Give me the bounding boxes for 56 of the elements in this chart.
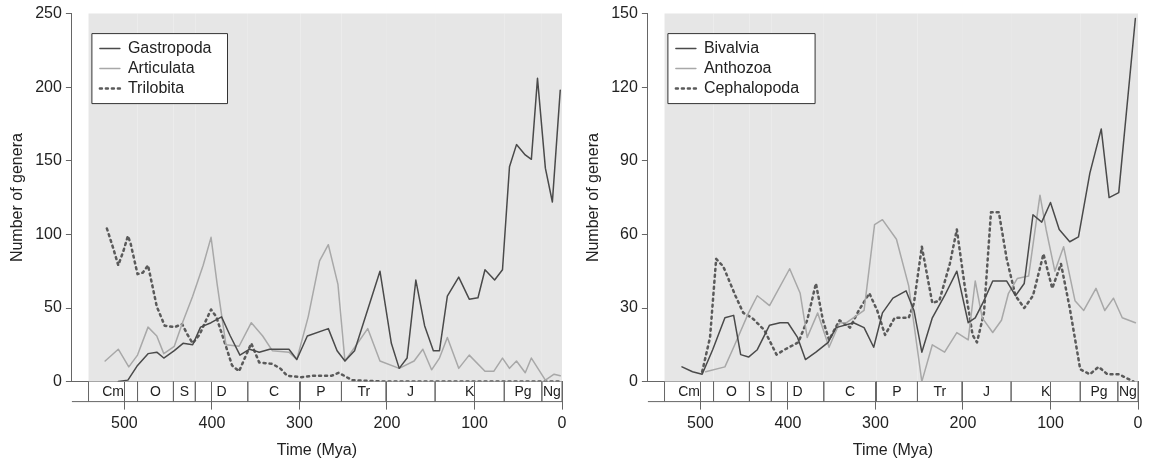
band-label: Ng [542, 383, 561, 400]
band-label: C [269, 383, 280, 400]
x-tick-label: 0 [1133, 413, 1143, 431]
legend-label: Trilobita [127, 79, 185, 97]
y-axis-title: Number of genera [584, 133, 602, 263]
band-label: K [465, 383, 475, 400]
band-label: Pg [514, 383, 532, 400]
band-label: K [1041, 383, 1051, 400]
band-label: Cm [678, 383, 700, 400]
y-tick-label: 250 [35, 4, 62, 22]
band-label: Ng [1118, 383, 1137, 400]
band-label: P [316, 383, 326, 400]
x-tick-label: 400 [198, 413, 226, 431]
y-axis-title: Number of genera [8, 133, 26, 263]
legend-label: Anthozoa [703, 59, 772, 77]
band-label: O [726, 383, 738, 400]
x-tick-label: 300 [862, 413, 889, 431]
y-tick-label: 100 [35, 224, 62, 242]
band-label: Cm [102, 383, 124, 400]
band-label: D [216, 383, 227, 400]
band-label: D [792, 383, 803, 400]
y-tick-label: 150 [35, 151, 62, 169]
y-tick-label: 90 [620, 151, 638, 169]
band-label: C [845, 383, 856, 400]
legend-label: Cephalopoda [703, 79, 800, 97]
band-label: P [892, 383, 902, 400]
x-tick-label: 200 [373, 413, 401, 431]
band-label: J [983, 383, 991, 400]
x-tick-label: 100 [1037, 413, 1064, 431]
band-label: S [179, 383, 190, 400]
x-tick-label: 0 [557, 413, 567, 431]
y-tick-label: 120 [611, 77, 638, 95]
x-tick-label: 500 [111, 413, 138, 431]
band-label: J [407, 383, 415, 400]
band-label: O [150, 383, 162, 400]
y-tick-label: 60 [620, 224, 638, 242]
x-tick-label: 300 [286, 413, 313, 431]
band-label: Pg [1090, 383, 1108, 400]
y-tick-label: 0 [628, 372, 638, 390]
y-tick-label: 200 [35, 77, 62, 95]
y-tick-label: 30 [620, 298, 638, 316]
band-label: Tr [933, 383, 947, 400]
x-tick-label: 500 [687, 413, 714, 431]
x-tick-label: 400 [774, 413, 802, 431]
y-tick-label: 0 [52, 372, 62, 390]
legend-label: Articulata [127, 59, 195, 77]
x-tick-label: 200 [949, 413, 977, 431]
x-axis-title: Time (Mya) [276, 440, 358, 458]
legend-label: Gastropoda [127, 39, 212, 57]
x-axis-title: Time (Mya) [852, 440, 934, 458]
y-tick-label: 150 [611, 4, 638, 22]
y-tick-label: 50 [44, 298, 62, 316]
band-label: S [755, 383, 766, 400]
legend-label: Bivalvia [703, 39, 760, 57]
band-label: Tr [357, 383, 371, 400]
x-tick-label: 100 [461, 413, 488, 431]
